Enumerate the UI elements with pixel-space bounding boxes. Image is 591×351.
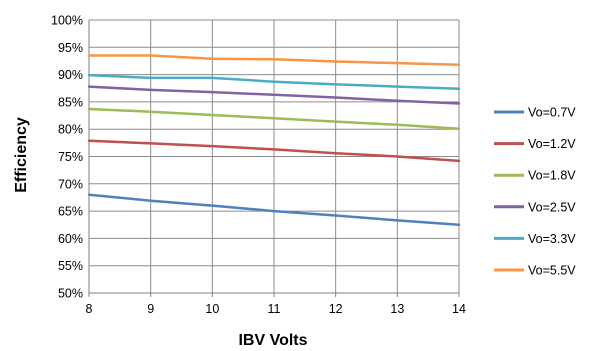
x-tick-label: 8 bbox=[86, 302, 93, 316]
x-tick-label: 14 bbox=[452, 302, 466, 316]
y-tick-label: 90% bbox=[58, 68, 83, 82]
legend-label: Vo=1.2V bbox=[528, 137, 576, 151]
x-tick-label: 11 bbox=[268, 302, 281, 316]
x-axis-ticks: 8 9 10 11 12 13 14 bbox=[86, 293, 466, 316]
y-axis-title: Efficiency bbox=[13, 117, 30, 193]
x-tick-label: 13 bbox=[390, 302, 404, 316]
series-line-6 bbox=[87, 54, 461, 67]
legend-label: Vo=5.5V bbox=[528, 264, 576, 278]
series-line-3 bbox=[87, 107, 461, 130]
series-line-1 bbox=[87, 193, 461, 227]
series-line-2 bbox=[87, 139, 461, 163]
legend-label: Vo=1.8V bbox=[528, 169, 576, 183]
x-axis-title: IBV Volts bbox=[238, 332, 307, 349]
y-tick-label: 70% bbox=[58, 177, 83, 191]
x-tick-label: 10 bbox=[205, 302, 219, 316]
x-tick-label: 12 bbox=[329, 302, 343, 316]
y-tick-label: 85% bbox=[58, 95, 83, 109]
y-tick-label: 95% bbox=[58, 41, 83, 55]
series-lines bbox=[87, 54, 461, 227]
y-tick-label: 50% bbox=[58, 287, 83, 301]
series-line-4 bbox=[87, 85, 461, 105]
y-tick-label: 100% bbox=[51, 14, 83, 28]
series-line-5 bbox=[87, 73, 461, 91]
y-tick-label: 65% bbox=[58, 205, 83, 219]
legend: Vo=0.7V Vo=1.2V Vo=1.8V Vo=2.5V Vo=3.3V Vo=5.… bbox=[494, 106, 576, 278]
y-tick-label: 75% bbox=[58, 150, 83, 164]
y-tick-label: 55% bbox=[58, 259, 83, 273]
legend-label: Vo=2.5V bbox=[528, 200, 576, 214]
legend-label: Vo=0.7V bbox=[528, 106, 576, 120]
x-tick-label: 9 bbox=[147, 302, 154, 316]
legend-label: Vo=3.3V bbox=[528, 232, 576, 246]
y-tick-label: 60% bbox=[58, 232, 83, 246]
y-axis-ticks: 50% 55% 60% 65% 70% 75% 80% 85% 90% 95% 100% bbox=[51, 14, 83, 301]
y-tick-label: 80% bbox=[58, 123, 83, 137]
